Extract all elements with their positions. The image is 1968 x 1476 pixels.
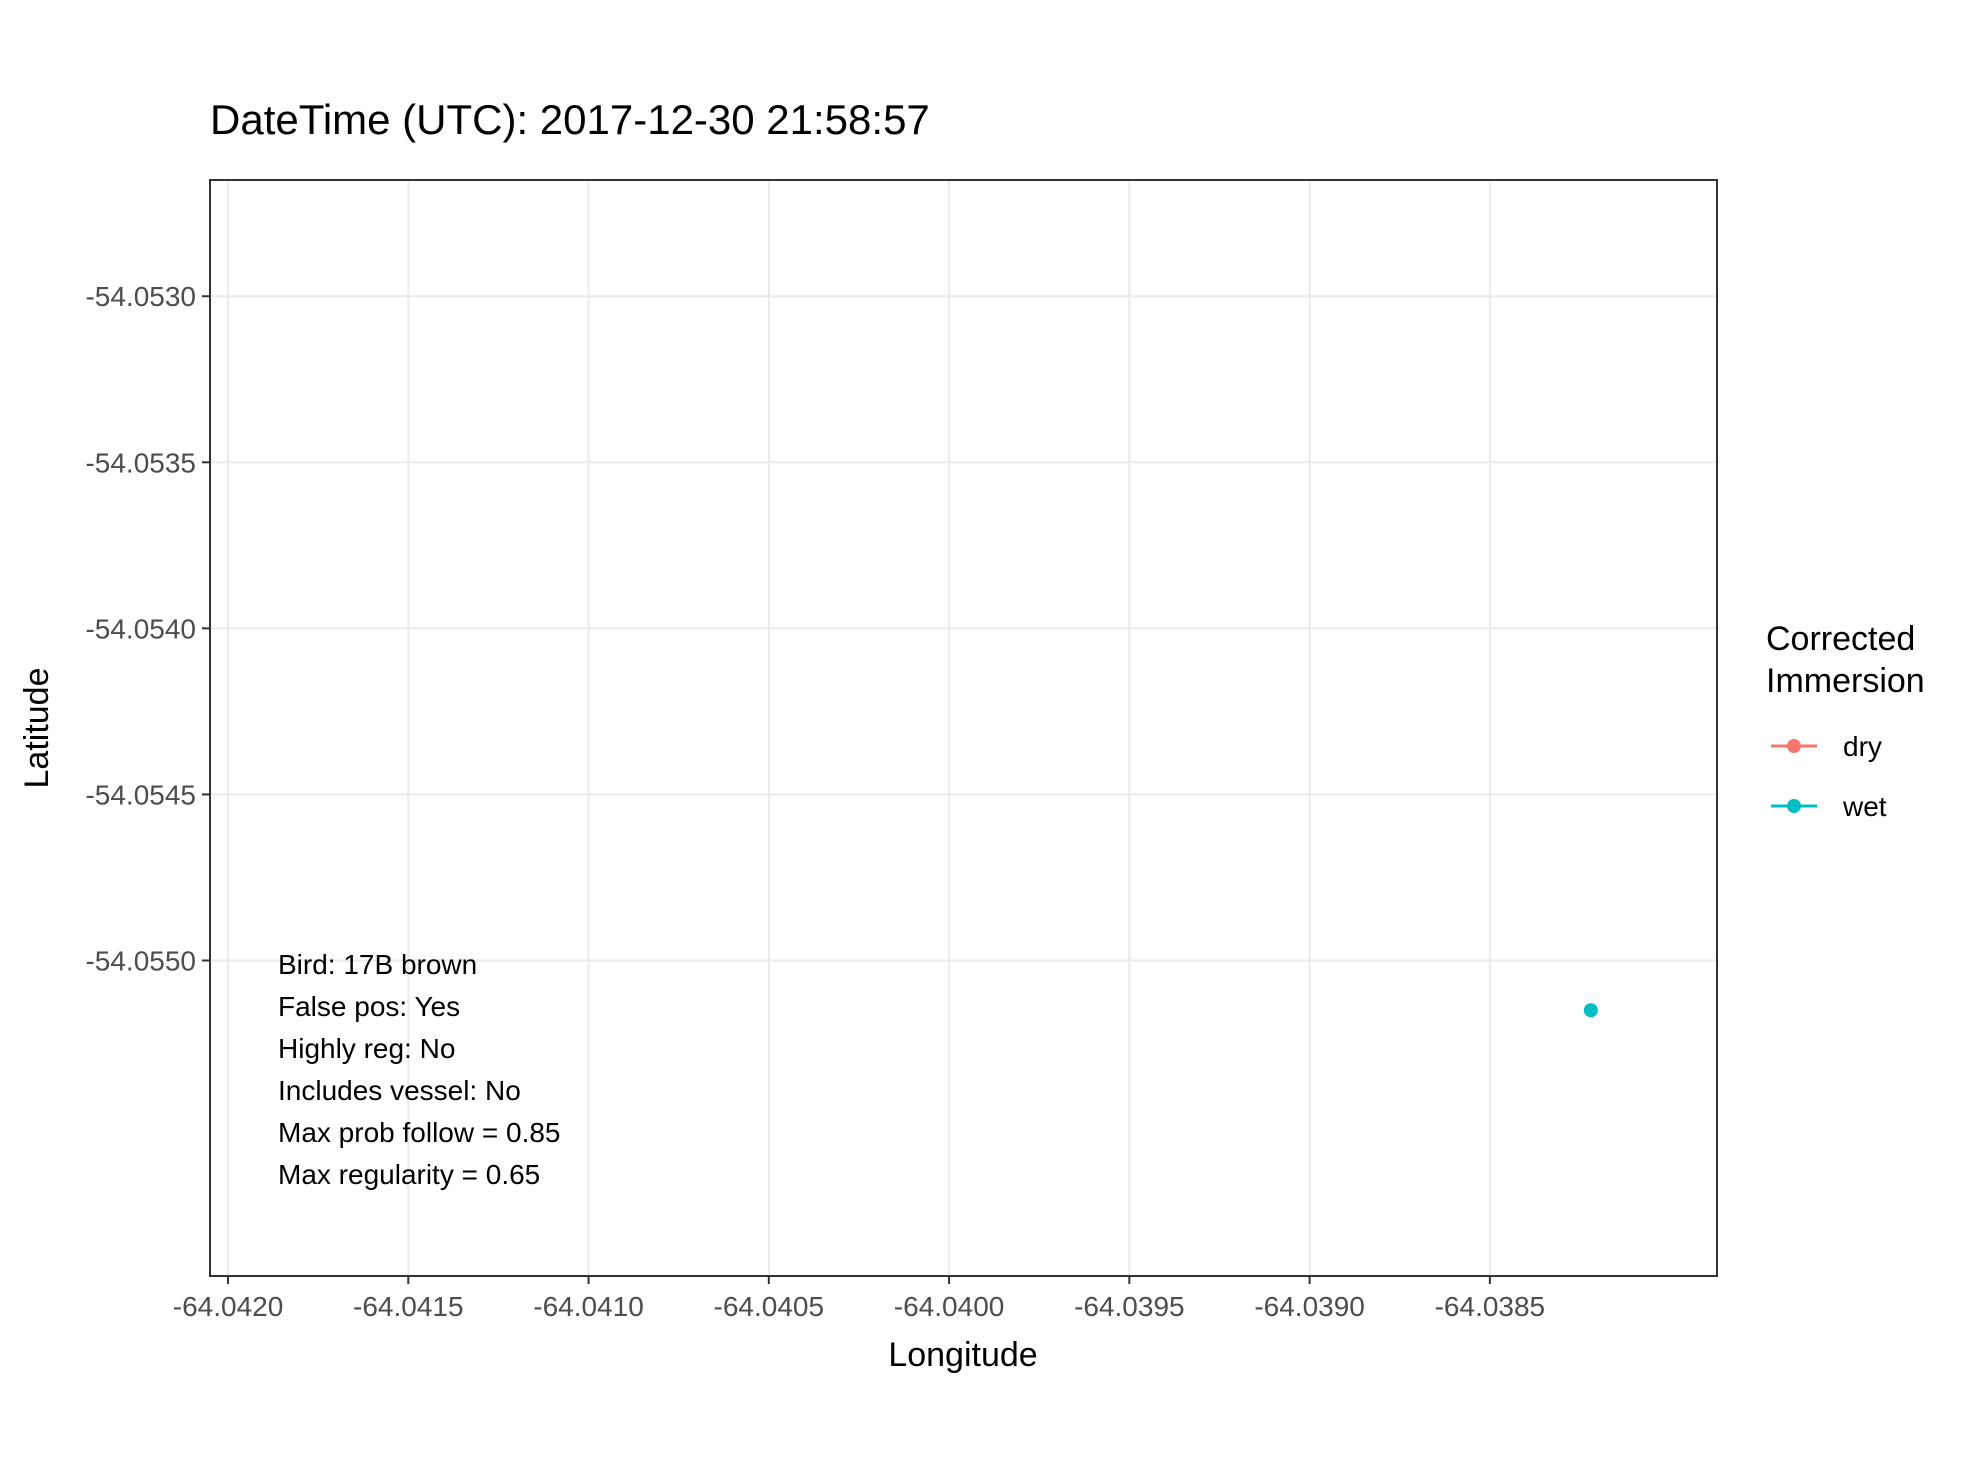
legend-label-dry: dry — [1843, 731, 1882, 762]
x-tick-label: -64.0400 — [894, 1291, 1005, 1322]
data-point-wet — [1583, 1003, 1598, 1018]
legend-title-line-2: Immersion — [1766, 662, 1925, 700]
x-tick-label: -64.0415 — [353, 1291, 464, 1322]
x-axis-ticks: -64.0420 -64.0415 -64.0410 -64.0405 -64.0400… — [173, 1276, 1545, 1322]
y-axis-ticks: -54.0530 -54.0535 -54.0540 -54.0545 -54.0550 — [85, 281, 210, 976]
annotation-line: Includes vessel: No — [278, 1075, 521, 1106]
plot-panel — [210, 180, 1717, 1276]
x-tick-label: -64.0405 — [714, 1291, 825, 1322]
plot-border — [209, 179, 1718, 1277]
annotation-line: Max prob follow = 0.85 — [278, 1117, 561, 1148]
y-tick-label: -54.0550 — [85, 945, 196, 976]
y-tick-label: -54.0545 — [85, 779, 196, 810]
legend-title-line-1: Corrected — [1766, 620, 1915, 658]
chart-title: DateTime (UTC): 2017-12-30 21:58:57 — [210, 96, 930, 143]
x-axis-title: Longitude — [888, 1336, 1037, 1374]
legend-label-wet: wet — [1842, 791, 1887, 822]
annotation-line: Bird: 17B brown — [278, 949, 477, 980]
annotation-block: Bird: 17B brown False pos: Yes Highly reg:… — [278, 949, 561, 1190]
y-tick-label: -54.0535 — [85, 447, 196, 478]
annotation-line: False pos: Yes — [278, 991, 460, 1022]
legend-key-point-wet — [1787, 799, 1801, 813]
grid-lines — [210, 180, 1717, 1276]
y-axis-title: Latitude — [18, 668, 56, 789]
x-tick-label: -64.0410 — [533, 1291, 644, 1322]
x-tick-label: -64.0390 — [1254, 1291, 1365, 1322]
data-points — [1583, 1003, 1598, 1018]
annotation-line: Max regularity = 0.65 — [278, 1159, 540, 1190]
y-tick-label: -54.0540 — [85, 613, 196, 644]
x-tick-label: -64.0395 — [1074, 1291, 1185, 1322]
legend-key-point-dry — [1787, 739, 1801, 753]
y-tick-label: -54.0530 — [85, 281, 196, 312]
x-tick-label: -64.0420 — [173, 1291, 284, 1322]
x-tick-label: -64.0385 — [1435, 1291, 1546, 1322]
legend: Corrected Immersion dry wet — [1766, 620, 1925, 822]
annotation-line: Highly reg: No — [278, 1033, 455, 1064]
